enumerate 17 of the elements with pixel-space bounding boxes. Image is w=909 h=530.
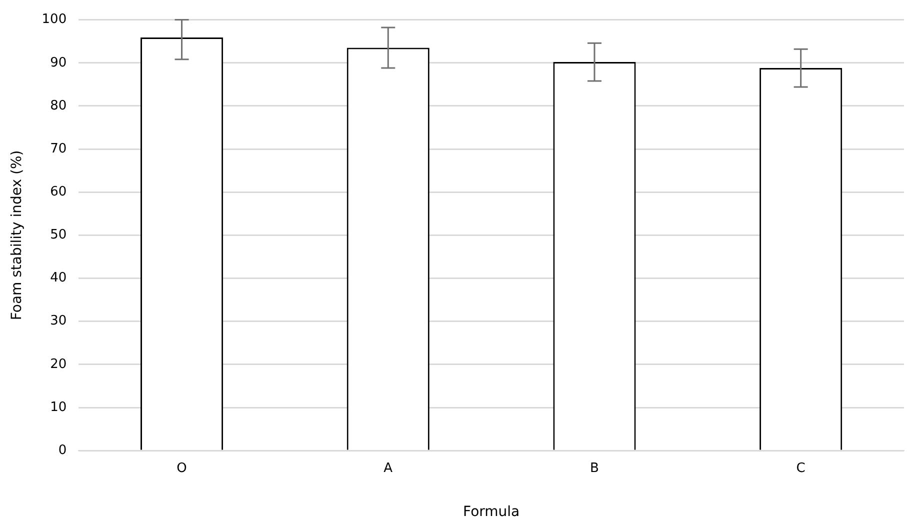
x-tick-label: C: [796, 460, 806, 476]
y-tick-label: 60: [50, 184, 67, 200]
x-tick-label: O: [176, 460, 187, 476]
y-tick-label: 70: [50, 141, 67, 156]
y-tick-label: 40: [50, 270, 67, 286]
y-axis-title: Foam stability index (%): [9, 150, 26, 320]
x-axis-title: Formula: [463, 504, 520, 520]
y-tick-label: 90: [50, 55, 67, 70]
y-tick-label: 80: [50, 98, 67, 114]
y-tick-label: 100: [42, 12, 67, 28]
y-tick-label: 50: [50, 228, 67, 243]
y-tick-label: 20: [50, 356, 67, 372]
y-tick-label: 0: [58, 442, 67, 458]
x-tick-label: B: [590, 460, 599, 476]
x-tick-label: A: [384, 460, 393, 476]
y-tick-label: 10: [50, 400, 67, 415]
y-tick-label: 30: [50, 314, 67, 329]
